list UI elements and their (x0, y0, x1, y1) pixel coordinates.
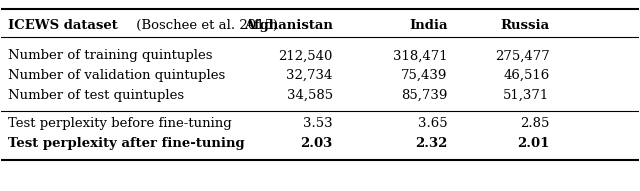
Text: 3.65: 3.65 (418, 117, 447, 130)
Text: Number of test quintuples: Number of test quintuples (8, 89, 184, 102)
Text: 85,739: 85,739 (401, 89, 447, 102)
Text: 212,540: 212,540 (278, 49, 333, 62)
Text: 32,734: 32,734 (286, 69, 333, 82)
Text: 318,471: 318,471 (393, 49, 447, 62)
Text: 51,371: 51,371 (503, 89, 549, 102)
Text: Afghanistan: Afghanistan (244, 19, 333, 32)
Text: Number of validation quintuples: Number of validation quintuples (8, 69, 225, 82)
Text: India: India (409, 19, 447, 32)
Text: Test perplexity after fine-tuning: Test perplexity after fine-tuning (8, 137, 244, 150)
Text: ICEWS dataset: ICEWS dataset (8, 19, 118, 32)
Text: 2.32: 2.32 (415, 137, 447, 150)
Text: 2.01: 2.01 (517, 137, 549, 150)
Text: (Boschee et al. 2015): (Boschee et al. 2015) (132, 19, 278, 32)
Text: 46,516: 46,516 (503, 69, 549, 82)
Text: Test perplexity before fine-tuning: Test perplexity before fine-tuning (8, 117, 232, 130)
Text: Russia: Russia (500, 19, 549, 32)
Text: 2.03: 2.03 (301, 137, 333, 150)
Text: 2.85: 2.85 (520, 117, 549, 130)
Text: 3.53: 3.53 (303, 117, 333, 130)
Text: 75,439: 75,439 (401, 69, 447, 82)
Text: 34,585: 34,585 (287, 89, 333, 102)
Text: 275,477: 275,477 (495, 49, 549, 62)
Text: Number of training quintuples: Number of training quintuples (8, 49, 212, 62)
